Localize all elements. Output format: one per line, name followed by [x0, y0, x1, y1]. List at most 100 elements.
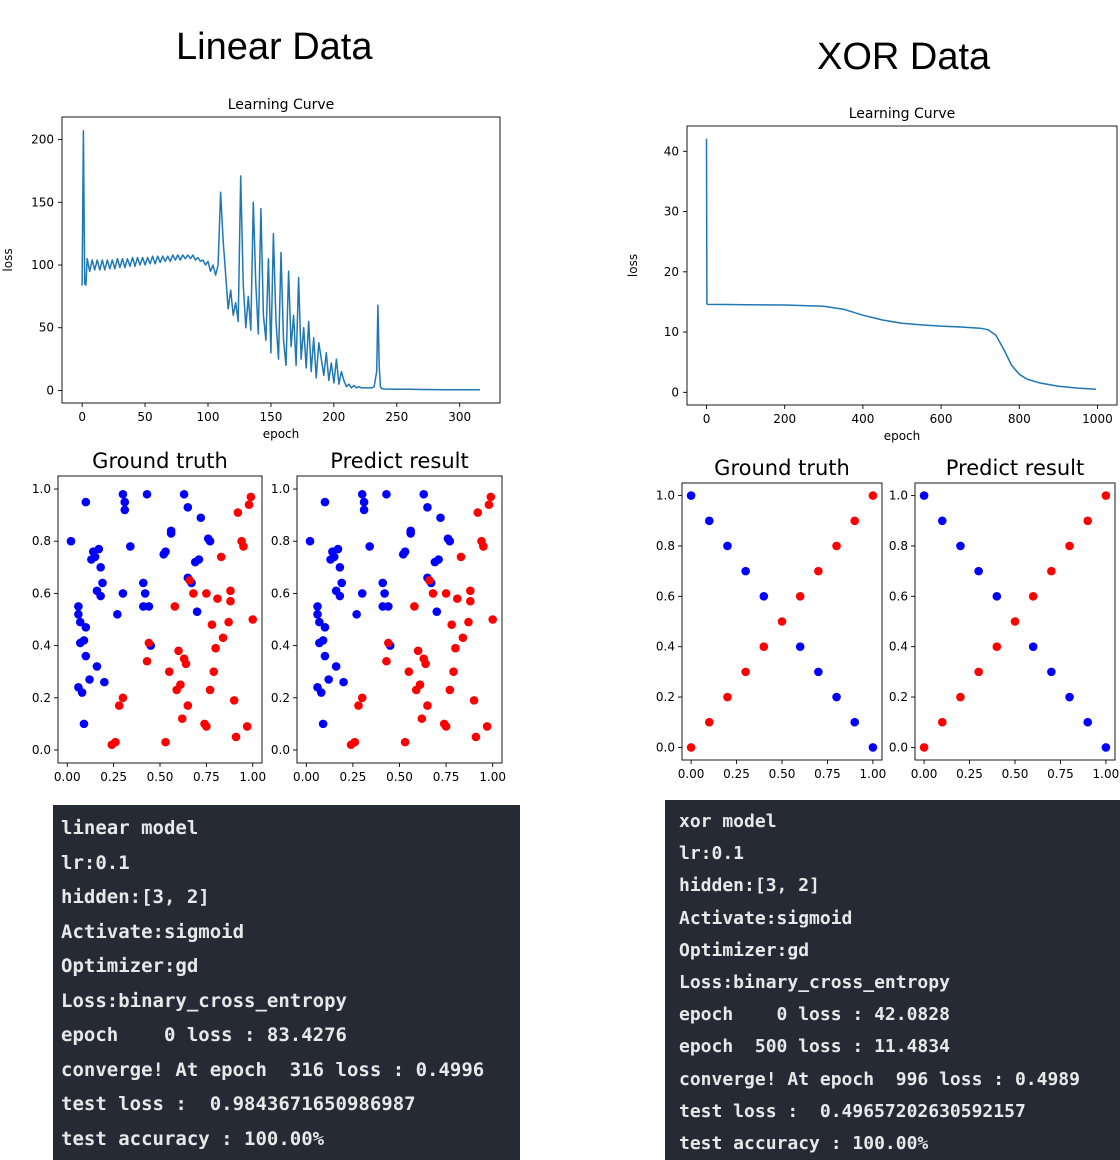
linear-ground-truth-point-class0	[144, 602, 154, 611]
linear-predict-result-point-class0	[324, 675, 333, 684]
linear-predict-result-point-class1	[456, 552, 466, 562]
xor-learning-curve-ytick-label: 20	[664, 265, 679, 279]
linear-predict-result-point-class0	[352, 609, 361, 619]
xor-predict-result-ytick-label: 0.0	[889, 740, 908, 754]
xor-predict-result-point-class1	[1010, 617, 1020, 626]
xor-predict-result: Predict result 0.00 0.25 0.50 0.75 1.00 0.0 0.2…	[889, 456, 1119, 781]
linear-predict-result-point-class1	[410, 602, 419, 611]
linear-ground-truth-point-class0	[81, 651, 91, 661]
linear-ground-truth-point-class1	[239, 542, 248, 551]
linear-console-line: Optimizer:gd	[61, 955, 199, 977]
xor-predict-result-title: Predict result	[946, 456, 1084, 480]
xor-ground-truth-point-class0	[759, 592, 769, 601]
linear-console-line: converge! At epoch 316 loss : 0.4996	[61, 1058, 485, 1081]
xor-learning-curve-series-line	[705, 138, 1096, 391]
linear-predict-result-point-class1	[466, 586, 475, 596]
linear-ground-truth-point-class0	[161, 547, 170, 556]
xor-predict-result-point-class0	[1083, 717, 1093, 727]
linear-console-line: test loss : 0.9843671650986987	[61, 1093, 416, 1115]
xor-predict-result-ytick-label: 0.6	[889, 589, 908, 603]
linear-ground-truth-point-class1	[185, 576, 194, 585]
linear-ground-truth-point-class0	[79, 636, 89, 645]
linear-predict-result-point-class0	[320, 651, 330, 661]
xor-ground-truth-point-class0	[850, 717, 860, 727]
xor-console-line: Optimizer:gd	[679, 939, 810, 961]
linear-ground-truth-point-class1	[226, 596, 235, 606]
linear-ground-truth-point-class0	[81, 623, 91, 632]
linear-ground-truth-point-class1	[248, 615, 258, 624]
linear-learning-curve-title: Learning Curve	[228, 97, 335, 113]
linear-predict-result-point-class1	[400, 737, 410, 747]
xor-ground-truth-point-class1	[795, 592, 805, 601]
xor-ground-truth: Ground truth 0.00 0.25 0.50 0.75 1.00 0.0 0.2 0.…	[656, 456, 886, 781]
linear-predict-result-point-class0	[335, 563, 345, 572]
xor-ground-truth-ytick-label: 0.2	[656, 690, 675, 704]
linear-predict-result-point-class1	[447, 620, 456, 630]
linear-predict-result-xtick-label: 0.25	[340, 770, 367, 784]
linear-ground-truth-point-class1	[216, 552, 226, 562]
linear-predict-result-point-class0	[357, 589, 367, 598]
xor-ground-truth-ytick-label: 0.8	[656, 539, 675, 553]
linear-predict-result-point-class0	[359, 505, 369, 515]
linear-learning-curve-ytick-label: 150	[31, 195, 54, 209]
linear-learning-curve-plot-frame	[61, 116, 501, 404]
linear-predict-result-point-class0	[318, 636, 328, 645]
xor-learning-curve-ytick-label: 10	[664, 325, 679, 339]
linear-ground-truth-point-class0	[142, 489, 152, 499]
linear-ground-truth-point-class1	[226, 586, 235, 596]
linear-predict-result-point-class0	[359, 497, 369, 507]
linear-ground-truth-point-class0	[75, 617, 85, 627]
linear-predict-result-point-class0	[320, 623, 330, 632]
xor-console-line: test accuracy : 100.00%	[679, 1132, 929, 1154]
linear-ground-truth-point-class0	[96, 563, 105, 572]
linear-ground-truth-point-class0	[74, 609, 83, 619]
linear-predict-result-point-class1	[354, 701, 363, 710]
xor-ground-truth-point-class1	[759, 642, 769, 651]
linear-predict-result-point-class0	[316, 688, 326, 697]
xor-predict-result-ytick-label: 1.0	[889, 489, 908, 503]
xor-ground-truth-xtick-label: 0.75	[814, 767, 841, 781]
linear-ground-truth-point-class0	[85, 675, 94, 684]
xor-predict-result-xtick-label: 0.25	[956, 767, 983, 781]
linear-predict-result-point-class0	[337, 578, 347, 588]
xor-ground-truth-point-class0	[868, 743, 878, 752]
linear-predict-result-point-class0	[434, 555, 443, 564]
linear-predict-result-ytick-label: 0.2	[271, 691, 290, 705]
xor-predict-result-point-class1	[1065, 541, 1074, 551]
linear-ground-truth-point-class0	[179, 489, 189, 499]
linear-predict-result-point-class0	[320, 497, 330, 507]
xor-ground-truth-point-class0	[795, 642, 805, 651]
xor-ground-truth-point-class0	[686, 491, 696, 500]
xor-console-output: xor model lr:0.1 hidden:[3, 2] Activate:sig…	[665, 800, 1120, 1160]
linear-ground-truth-point-class0	[139, 578, 148, 588]
xor-ground-truth-ytick-label: 0.6	[656, 589, 675, 603]
linear-ground-truth-point-class1	[224, 617, 233, 627]
linear-predict-result-point-class0	[357, 489, 367, 499]
linear-learning-curve-xtick-label: 100	[197, 410, 220, 424]
linear-predict-result-point-class0	[436, 513, 445, 523]
linear-predict-result-ytick-label: 1.0	[271, 482, 290, 496]
xor-ground-truth-point-class1	[850, 516, 860, 526]
linear-predict-result-point-class1	[425, 576, 434, 585]
xor-predict-result-point-class1	[956, 692, 965, 702]
xor-predict-result-point-class1	[1083, 516, 1093, 526]
linear-predict-result-point-class0	[365, 542, 374, 551]
linear-predict-result-point-class0	[400, 547, 410, 556]
linear-ground-truth-point-class1	[183, 701, 193, 710]
linear-console-line: test accuracy : 100.00%	[61, 1127, 325, 1150]
xor-learning-curve-ytick-label: 30	[664, 205, 679, 219]
linear-ground-truth-point-class1	[177, 714, 187, 723]
xor-learning-curve-title: Learning Curve	[849, 106, 956, 122]
linear-ground-truth-point-class1	[242, 722, 252, 731]
linear-predict-result-xtick-label: 1.00	[479, 770, 506, 784]
linear-ground-truth-point-class1	[229, 696, 239, 705]
xor-predict-result-point-class0	[1101, 743, 1111, 752]
xor-console-line: lr:0.1	[679, 843, 745, 865]
linear-ground-truth-point-class0	[140, 589, 150, 598]
linear-predict-result-point-class0	[313, 609, 322, 619]
linear-predict-result-point-class0	[331, 662, 341, 671]
linear-predict-result-ytick-label: 0.0	[271, 743, 290, 757]
linear-ground-truth-point-class1	[170, 602, 180, 611]
xor-predict-result-point-class0	[992, 592, 1002, 601]
